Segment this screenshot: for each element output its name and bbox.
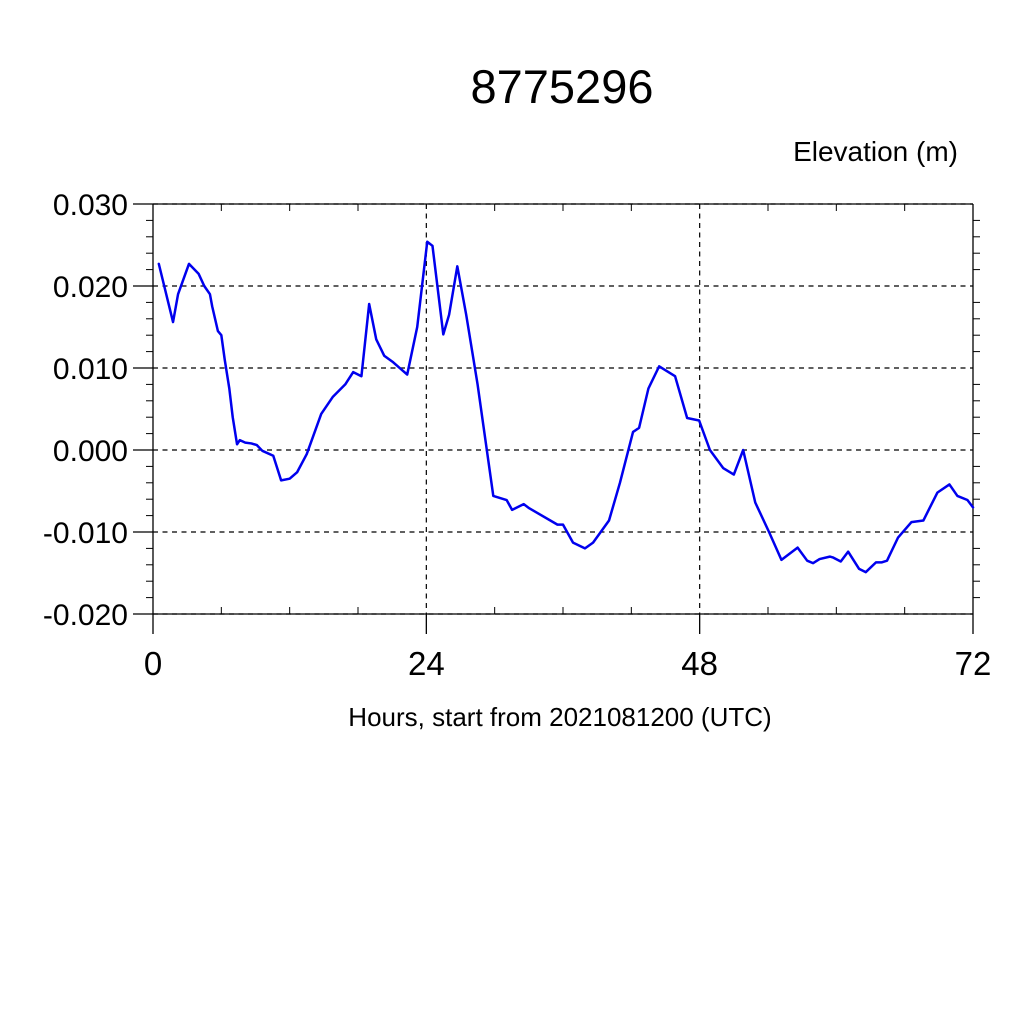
svg-text:-0.020: -0.020 (43, 599, 128, 632)
svg-text:Hours, start from 2021081200 (: Hours, start from 2021081200 (UTC) (348, 702, 771, 732)
svg-text:0: 0 (144, 645, 162, 682)
svg-text:48: 48 (681, 645, 718, 682)
svg-text:72: 72 (955, 645, 992, 682)
svg-text:0.010: 0.010 (53, 353, 128, 386)
svg-text:Elevation (m): Elevation (m) (793, 136, 958, 167)
svg-text:24: 24 (408, 645, 445, 682)
svg-text:0.000: 0.000 (53, 435, 128, 468)
svg-text:0.020: 0.020 (53, 271, 128, 304)
svg-text:8775296: 8775296 (471, 60, 654, 113)
svg-text:-0.010: -0.010 (43, 517, 128, 550)
svg-text:0.030: 0.030 (53, 189, 128, 222)
